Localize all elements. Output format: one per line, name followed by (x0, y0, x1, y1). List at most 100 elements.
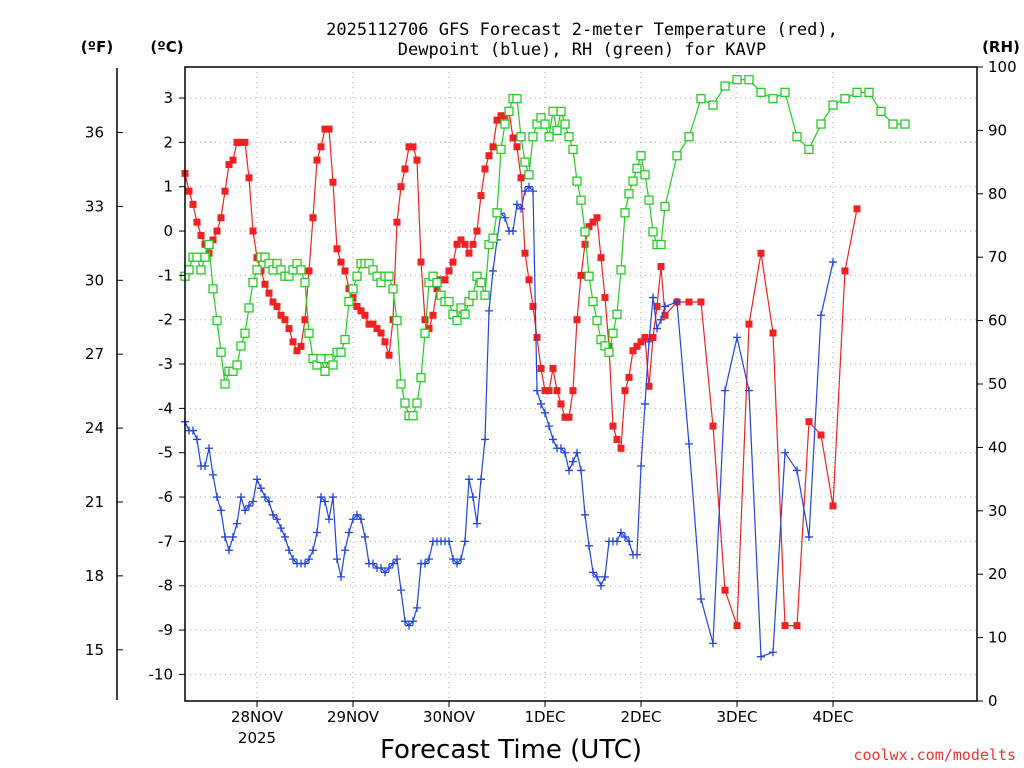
rh-point (300, 277, 310, 288)
dewpoint-point (481, 435, 489, 444)
temperature-point (545, 387, 553, 395)
dewpoint-point (573, 448, 581, 457)
temperature-point (341, 267, 349, 275)
temperature-point (525, 276, 533, 284)
celsius-tick-label: 2 (163, 133, 173, 151)
dewpoint-point (205, 444, 213, 453)
dewpoint-point (793, 466, 801, 475)
rh-point (604, 347, 614, 357)
temperature-point (589, 218, 597, 226)
temperature-point (185, 187, 193, 195)
rh-point (576, 195, 586, 205)
dewpoint-point (673, 297, 681, 306)
temperature-point (657, 263, 665, 271)
temperature-point (369, 320, 377, 328)
temperature-point (453, 240, 461, 248)
rh-point (304, 328, 314, 338)
x-tick-label: 3DEC (716, 708, 757, 726)
celsius-tick-label: -5 (158, 444, 173, 462)
fahrenheit-tick-label: 33 (85, 197, 104, 215)
temperature-point (581, 240, 589, 248)
rh-point (204, 239, 214, 250)
temperature-point (517, 174, 525, 182)
rh-point (520, 157, 530, 167)
rh-point (388, 284, 398, 294)
rh-point (208, 284, 218, 294)
dewpoint-point (625, 537, 633, 546)
rh-point (616, 265, 626, 275)
rh-tick-label: 10 (988, 629, 1007, 647)
rh-point (544, 132, 554, 142)
x-tick-label: 4DEC (812, 708, 853, 726)
temperature-point (485, 152, 493, 160)
temperature-point (585, 223, 593, 231)
rh-point (420, 328, 430, 338)
rh-point (780, 87, 790, 98)
dewpoint-point (401, 617, 409, 626)
dewpoint-point (245, 501, 253, 510)
dewpoint-point (597, 581, 605, 590)
dewpoint-point (321, 497, 329, 506)
temperature-point (449, 258, 457, 266)
temperature-point (297, 342, 305, 350)
rh-point (432, 277, 442, 288)
dewpoint-point (653, 324, 661, 333)
dewpoint-point (557, 444, 565, 453)
temperature-point (413, 156, 421, 164)
dewpoint-point (405, 621, 413, 630)
rh-point (560, 119, 570, 129)
temperature-point (261, 280, 269, 288)
temperature-point (457, 236, 465, 244)
temperature-point (285, 325, 293, 333)
rh-point (828, 100, 838, 110)
temperature-point (577, 271, 585, 279)
dewpoint-point (489, 266, 497, 275)
temperature-point (645, 382, 653, 390)
x-tick-label: 29NOV (327, 708, 380, 726)
rh-point (556, 106, 566, 117)
dewpoint-point (509, 227, 517, 236)
dewpoint-point (537, 399, 545, 408)
rh-point (696, 94, 706, 104)
dewpoint-point (357, 515, 365, 524)
dewpoint-point (501, 213, 509, 222)
rh-point (220, 379, 230, 389)
dewpoint-point (409, 617, 417, 626)
rh-point (524, 170, 534, 180)
rh-point (628, 176, 638, 186)
temperature-point (329, 178, 337, 186)
celsius-tick-label: 3 (163, 89, 173, 107)
celsius-tick-label: 0 (163, 222, 173, 240)
dewpoint-point (397, 586, 405, 595)
temperature-point (553, 387, 561, 395)
temperature-point (365, 320, 373, 328)
temperature-point (625, 373, 633, 381)
temperature-point (481, 165, 489, 173)
dewpoint-point (369, 559, 377, 568)
temperature-point (213, 227, 221, 235)
grid-lines (185, 67, 977, 701)
celsius-tick-label: -9 (158, 621, 173, 639)
dewpoint-point (201, 462, 209, 471)
rh-unit-label: (RH) (982, 38, 1020, 56)
dewpoint-point (385, 563, 393, 572)
x-tick-label: 2DEC (620, 708, 661, 726)
rh-point (684, 132, 694, 142)
dewpoint-point (517, 204, 525, 213)
dewpoint-point (345, 528, 353, 537)
fahrenheit-tick-label: 30 (85, 271, 104, 289)
rh-point (632, 163, 642, 174)
dewpoint-point (249, 497, 257, 506)
rh-tick-label: 50 (988, 375, 1007, 393)
rh-point (492, 208, 502, 218)
temperature-point (433, 285, 441, 293)
temperature-point (461, 240, 469, 248)
dewpoint-point (193, 435, 201, 444)
fahrenheit-unit-label: (ºF) (81, 38, 113, 56)
temperature-point (377, 329, 385, 337)
temperature-point (597, 254, 605, 262)
x-tick-sublabel: 2025 (238, 729, 276, 747)
temperature-point (265, 289, 273, 297)
temperature-point (757, 249, 765, 257)
